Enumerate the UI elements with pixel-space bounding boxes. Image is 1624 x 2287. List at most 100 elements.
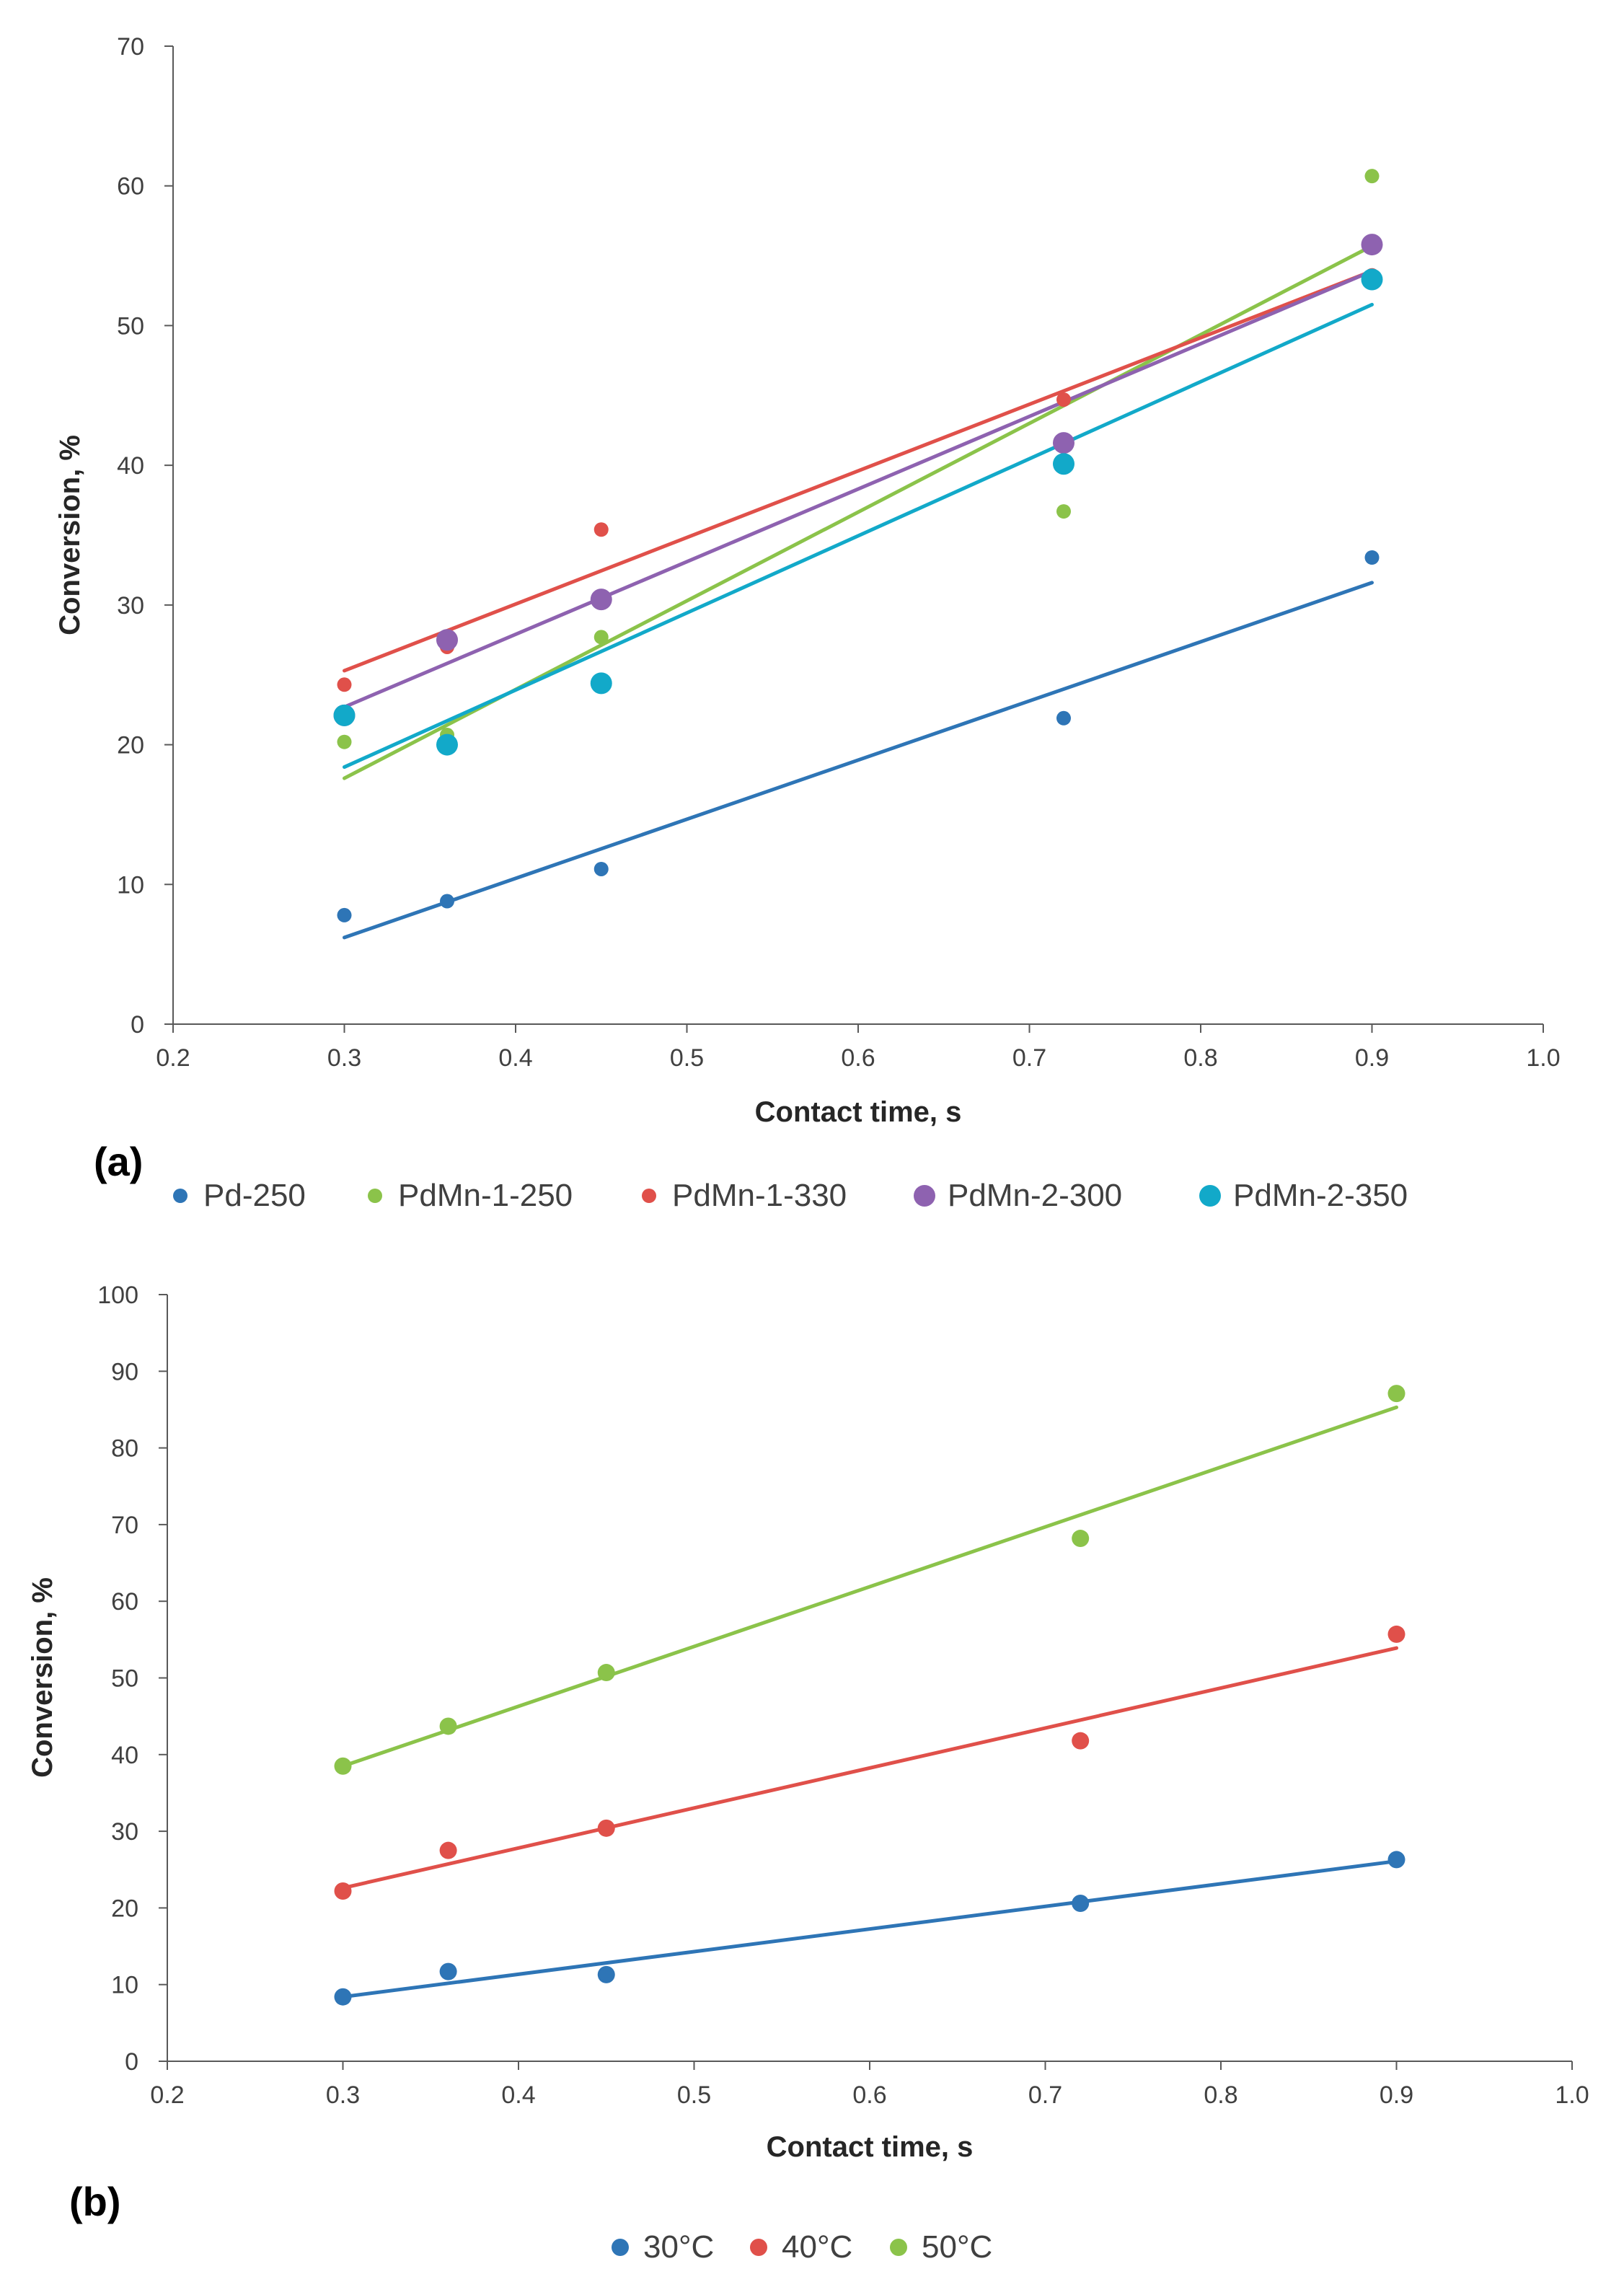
legend-label-1: PdMn-1-250 bbox=[398, 1178, 573, 1213]
trendline-0 bbox=[341, 1859, 1398, 1999]
data-point-s3-p2 bbox=[590, 589, 612, 611]
data-point-s0-p0 bbox=[337, 907, 352, 922]
x-tick-label: 0.6 bbox=[841, 1044, 875, 1072]
data-point-s1-p0 bbox=[337, 734, 352, 749]
data-point-s2-p0 bbox=[337, 677, 352, 692]
data-point-s0-p1 bbox=[440, 894, 454, 909]
y-tick-label: 0 bbox=[131, 1011, 144, 1039]
y-tick-label: 70 bbox=[117, 33, 144, 61]
y-axis-title: Conversion, % bbox=[27, 1577, 58, 1778]
legend-marker-2 bbox=[642, 1189, 656, 1203]
panel-label: (b) bbox=[69, 2179, 121, 2224]
data-point-s0-p0 bbox=[334, 1988, 352, 2006]
data-point-s0-p4 bbox=[1387, 1851, 1405, 1869]
y-tick-label: 60 bbox=[117, 173, 144, 201]
x-tick-label: 0.4 bbox=[501, 2081, 535, 2109]
data-point-s4-p1 bbox=[436, 733, 458, 756]
data-point-s3-p4 bbox=[1361, 234, 1383, 256]
y-axis-title: Conversion, % bbox=[54, 435, 86, 635]
x-axis-title: Contact time, s bbox=[755, 1096, 962, 1128]
data-point-s2-p3 bbox=[1072, 1530, 1090, 1548]
chart-a: 0.2 0.3 0.4 0.5 0.6 0.7 0.8 0.9 1.0 0 10 20 30 40 50 60… bbox=[54, 33, 1561, 1213]
data-point-s1-p1 bbox=[439, 1841, 457, 1859]
y-tick-label: 30 bbox=[111, 1818, 138, 1846]
data-point-s2-p4 bbox=[1387, 1385, 1405, 1403]
x-tick-label: 0.5 bbox=[670, 1044, 704, 1072]
data-point-s2-p2 bbox=[593, 522, 609, 537]
x-tick-label: 0.8 bbox=[1183, 1044, 1217, 1072]
trendline-0 bbox=[343, 581, 1374, 940]
y-tick-label: 100 bbox=[97, 1282, 138, 1309]
data-point-s0-p1 bbox=[439, 1962, 457, 1980]
y-tick-label: 20 bbox=[117, 732, 144, 759]
y-tick-label: 0 bbox=[125, 2048, 138, 2076]
x-tick-label: 0.6 bbox=[852, 2081, 886, 2109]
trendline-2 bbox=[343, 269, 1374, 673]
y-tick-label: 10 bbox=[111, 1972, 138, 1999]
x-tick-label: 0.7 bbox=[1028, 2081, 1062, 2109]
y-tick-label: 50 bbox=[117, 312, 144, 340]
legend-label-1: 40°C bbox=[782, 2229, 852, 2265]
data-point-s4-p0 bbox=[333, 704, 356, 726]
legend-marker-0 bbox=[173, 1189, 187, 1203]
x-tick-label: 0.2 bbox=[150, 2081, 184, 2109]
y-tick-label: 40 bbox=[117, 452, 144, 480]
data-point-s4-p2 bbox=[590, 672, 612, 695]
x-tick-label: 0.3 bbox=[326, 2081, 360, 2109]
x-tick-label: 0.3 bbox=[327, 1044, 361, 1072]
x-tick-label: 0.8 bbox=[1204, 2081, 1237, 2109]
legend-label-2: PdMn-1-330 bbox=[672, 1178, 847, 1213]
data-point-s0-p3 bbox=[1056, 710, 1071, 726]
data-point-s2-p2 bbox=[597, 1664, 615, 1682]
trendline-1 bbox=[341, 1646, 1398, 1890]
chart-b: 0.2 0.3 0.4 0.5 0.6 0.7 0.8 0.9 1.0 0 10 20 30 40 50 60… bbox=[27, 1282, 1589, 2265]
trendline-3 bbox=[343, 269, 1374, 709]
legend-label-2: 50°C bbox=[922, 2229, 992, 2265]
x-tick-label: 0.4 bbox=[498, 1044, 532, 1072]
data-point-s2-p0 bbox=[334, 1757, 352, 1775]
x-tick-label: 0.9 bbox=[1355, 1044, 1389, 1072]
x-tick-label: 1.0 bbox=[1555, 2081, 1589, 2109]
data-point-s0-p2 bbox=[597, 1965, 615, 1983]
data-point-s0-p3 bbox=[1072, 1895, 1090, 1913]
legend-marker-4 bbox=[1199, 1185, 1221, 1207]
x-tick-label: 0.5 bbox=[677, 2081, 711, 2109]
data-point-s1-p4 bbox=[1364, 169, 1380, 184]
x-tick-label: 0.9 bbox=[1380, 2081, 1413, 2109]
y-tick-label: 10 bbox=[117, 871, 144, 899]
legend-marker-0 bbox=[612, 2239, 629, 2256]
legend-marker-1 bbox=[750, 2239, 767, 2256]
data-point-s1-p4 bbox=[1387, 1625, 1405, 1643]
y-tick-label: 60 bbox=[111, 1588, 138, 1616]
x-tick-label: 0.7 bbox=[1012, 1044, 1046, 1072]
y-tick-label: 50 bbox=[111, 1665, 138, 1693]
legend-marker-3 bbox=[914, 1185, 935, 1207]
x-tick-label: 0.2 bbox=[156, 1044, 190, 1072]
y-tick-label: 30 bbox=[117, 592, 144, 620]
legend-marker-2 bbox=[890, 2239, 907, 2256]
data-point-s1-p3 bbox=[1056, 504, 1071, 519]
legend-label-0: Pd-250 bbox=[203, 1178, 306, 1213]
data-point-s0-p2 bbox=[593, 861, 609, 876]
legend-label-4: PdMn-2-350 bbox=[1233, 1178, 1408, 1213]
legend-label-3: PdMn-2-300 bbox=[948, 1178, 1122, 1213]
data-point-s1-p2 bbox=[597, 1819, 615, 1837]
data-point-s2-p1 bbox=[439, 1717, 457, 1735]
data-point-s1-p3 bbox=[1072, 1732, 1090, 1750]
data-point-s1-p2 bbox=[593, 630, 609, 645]
data-point-s2-p3 bbox=[1056, 392, 1071, 407]
data-point-s0-p4 bbox=[1364, 550, 1380, 565]
trendline-4 bbox=[343, 302, 1374, 770]
y-tick-label: 70 bbox=[111, 1512, 138, 1539]
y-tick-label: 40 bbox=[111, 1742, 138, 1769]
data-point-s1-p0 bbox=[334, 1882, 352, 1900]
y-tick-label: 80 bbox=[111, 1435, 138, 1463]
data-point-s4-p3 bbox=[1053, 453, 1074, 475]
y-tick-label: 20 bbox=[111, 1895, 138, 1922]
legend-label-0: 30°C bbox=[643, 2229, 714, 2265]
x-axis-title: Contact time, s bbox=[767, 2131, 974, 2163]
x-tick-label: 1.0 bbox=[1526, 1044, 1560, 1072]
legend-marker-1 bbox=[368, 1189, 382, 1203]
data-point-s3-p3 bbox=[1053, 432, 1074, 454]
